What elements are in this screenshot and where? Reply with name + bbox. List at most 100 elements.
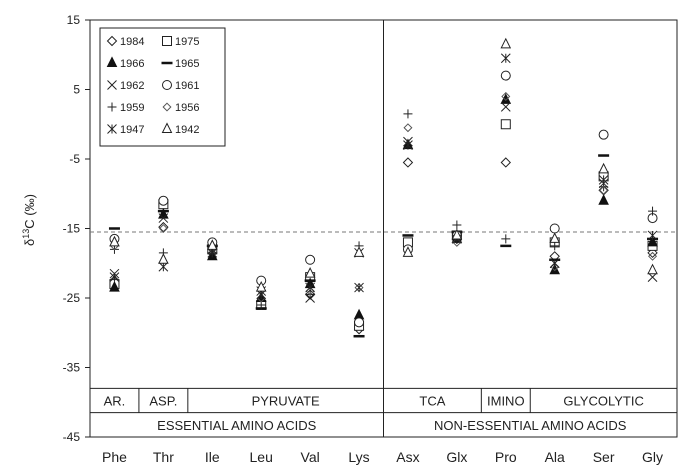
legend-marker-1962 [107, 80, 117, 90]
point-1947-gly [647, 230, 658, 241]
point-1956-asx [403, 123, 413, 133]
x-tick-label-glx: Glx [446, 449, 467, 465]
y-tick-label: 5 [73, 83, 80, 97]
point-1942-asx [402, 246, 414, 257]
point-1966-ser [598, 194, 609, 205]
y-axis-label: δ13C (‰) [21, 194, 37, 246]
point-1947-asx [403, 140, 413, 150]
point-1956-thr [158, 223, 168, 234]
legend-marker-1942 [161, 122, 173, 133]
point-1984-asx [402, 157, 414, 168]
point-1956-pro [501, 91, 511, 101]
point-1947-pro [500, 53, 511, 64]
point-1984-pro [500, 157, 511, 168]
point-1959-pro [501, 234, 511, 244]
x-tick-label-lys: Lys [348, 449, 369, 465]
point-1942-ala [549, 232, 561, 243]
point-1975-pro [500, 119, 511, 130]
legend-label-1961: 1961 [175, 80, 199, 92]
essential-group-label: ESSENTIAL AMINO ACIDS [157, 418, 317, 433]
legend-label-1956: 1956 [175, 102, 199, 114]
legend-label-1942: 1942 [175, 124, 199, 136]
point-1942-thr [158, 253, 169, 264]
point-1947-ala [549, 258, 560, 269]
x-tick-label-thr: Thr [153, 449, 174, 465]
legend-marker-1959 [107, 102, 117, 112]
group-label-pyruvate: PYRUVATE [252, 394, 320, 409]
y-tick-label: -5 [69, 152, 80, 166]
point-1966-ala [549, 263, 561, 275]
point-1942-lys [353, 246, 365, 257]
point-1956-ser [599, 185, 609, 195]
point-1942-leu [255, 280, 267, 292]
point-1959-glx [452, 220, 462, 230]
y-tick-label: -15 [63, 222, 81, 236]
legend-label-1947: 1947 [120, 124, 144, 136]
legend: 1984 1975 1966 1965 1962 1961 1959 1956 1947 1942 [99, 27, 226, 147]
point-1942-ser [598, 162, 609, 174]
group-label-asp: ASP. [149, 394, 177, 409]
plot-area: 15 5 -5 -15 -25 -35 -45 AR. ASP. PYRUVATE TCA IMINO… [63, 13, 678, 465]
y-axis-label-superscript: 13 [21, 229, 31, 239]
point-1962-thr [158, 213, 169, 223]
point-1942-pro [500, 37, 512, 49]
point-1961-thr [158, 195, 169, 206]
point-1942-gly [647, 263, 658, 275]
y-axis-label-main: δ [22, 239, 37, 246]
legend-label-1966: 1966 [120, 58, 144, 70]
point-1961-ala [549, 223, 560, 234]
point-1984-thr [158, 221, 169, 233]
legend-label-1962: 1962 [120, 80, 144, 92]
legend-label-1959: 1959 [120, 102, 144, 114]
nonessential-group-label: NON-ESSENTIAL AMINO ACIDS [434, 418, 627, 433]
point-1942-glx [451, 228, 463, 240]
legend-marker-1956 [162, 102, 172, 112]
legend-marker-1975 [162, 36, 172, 46]
legend-label-1975: 1975 [175, 36, 199, 48]
y-tick-label: -25 [63, 291, 81, 305]
x-tick-label-leu: Leu [250, 449, 273, 465]
point-1947-val [305, 282, 315, 293]
point-1966-pro [500, 93, 512, 104]
legend-label-1965: 1965 [175, 58, 199, 70]
legend-marker-1966 [106, 56, 118, 67]
x-tick-label-asx: Asx [396, 449, 419, 465]
x-tick-label-gly: Gly [642, 449, 663, 465]
series-1942 [109, 37, 658, 292]
y-tick-label: 15 [67, 13, 81, 27]
x-tick-label-ile: Ile [205, 449, 220, 465]
legend-marker-1984 [106, 35, 118, 47]
point-1956-gly [648, 251, 658, 261]
point-1961-lys [354, 317, 365, 328]
point-1966-gly [647, 235, 658, 247]
y-tick-label: -35 [63, 361, 81, 375]
legend-label-1984: 1984 [120, 36, 144, 48]
point-1961-ser [598, 129, 609, 140]
point-1942-val [304, 267, 316, 278]
point-1947-phe [109, 272, 120, 283]
legend-marker-1961 [162, 80, 172, 90]
point-1947-ser [598, 174, 609, 185]
point-1942-phe [109, 235, 120, 247]
point-1966-phe [109, 280, 120, 292]
point-1959-gly [648, 206, 658, 216]
group-label-glycolytic: GLYCOLYTIC [563, 394, 643, 409]
y-axis-label-rest: C (‰) [22, 194, 37, 229]
y-tick-label: -45 [63, 430, 81, 444]
x-tick-label-ser: Ser [593, 449, 615, 465]
group-label-imino: IMINO [487, 394, 525, 409]
x-tick-label-phe: Phe [102, 449, 127, 465]
legend-marker-1947 [107, 124, 117, 134]
series-1961 [109, 70, 658, 328]
point-1961-val [305, 254, 316, 265]
point-1947-lys [354, 282, 364, 293]
point-1961-pro [500, 70, 511, 81]
group-label-ar: AR. [104, 394, 126, 409]
point-1959-asx [403, 109, 413, 119]
x-tick-label-pro: Pro [495, 449, 517, 465]
point-1942-ile [206, 239, 218, 250]
point-1962-pro [500, 102, 511, 112]
group-label-tca: TCA [419, 394, 445, 409]
x-tick-label-val: Val [301, 449, 320, 465]
